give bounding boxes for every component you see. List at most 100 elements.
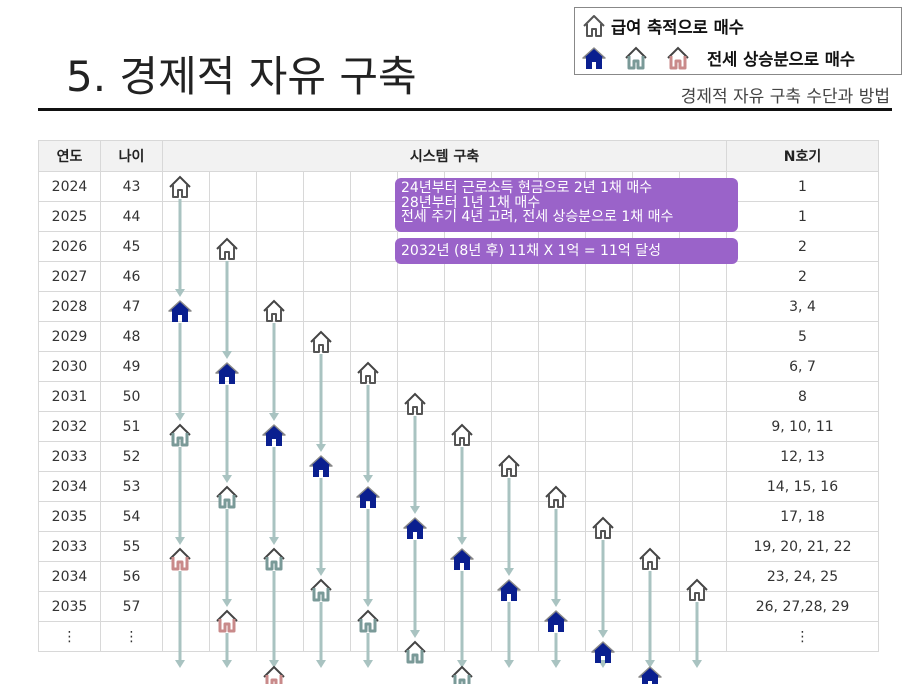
cell-system	[679, 471, 727, 502]
cell-system	[632, 351, 680, 382]
cell-system	[303, 321, 351, 352]
cell-age: ⋮	[100, 621, 163, 652]
cell-system	[444, 561, 492, 592]
table-row: 2029 48 5	[38, 321, 879, 352]
cell-system	[256, 471, 304, 502]
cell-system	[303, 351, 351, 382]
cell-system	[397, 351, 445, 382]
cell-system	[538, 441, 586, 472]
cell-system	[209, 441, 257, 472]
cell-year: 2027	[38, 261, 101, 292]
title-divider	[38, 108, 892, 111]
cell-system	[162, 321, 210, 352]
cell-system	[397, 531, 445, 562]
cell-system	[209, 201, 257, 232]
cell-system	[679, 441, 727, 472]
cell-system	[209, 351, 257, 382]
cell-system	[162, 411, 210, 442]
cell-system	[491, 351, 539, 382]
note-goal-summary: 2032년 (8년 후) 11채 X 1억 = 11억 달성	[395, 238, 738, 264]
cell-n: 2	[726, 231, 879, 262]
house-blue-icon	[582, 47, 606, 69]
cell-n: 26, 27,28, 29	[726, 591, 879, 622]
cell-system	[679, 531, 727, 562]
plan-table: 연도 나이 시스템 구축 N호기 2024 43 1 2025 44 1 2026 45 2 20…	[38, 140, 879, 652]
cell-system	[209, 381, 257, 412]
cell-n: 1	[726, 201, 879, 232]
timeline-arrowhead	[316, 660, 326, 668]
cell-system	[397, 321, 445, 352]
cell-system	[162, 441, 210, 472]
cell-system	[444, 321, 492, 352]
cell-system	[538, 351, 586, 382]
header-year: 연도	[38, 140, 101, 172]
legend-salary-label: 급여 축적으로 매수	[611, 18, 744, 37]
cell-n: ⋮	[726, 621, 879, 652]
cell-system	[209, 471, 257, 502]
cell-system	[444, 441, 492, 472]
cell-system	[444, 471, 492, 502]
cell-system	[444, 621, 492, 652]
cell-system	[538, 381, 586, 412]
cell-system	[209, 411, 257, 442]
cell-n: 9, 10, 11	[726, 411, 879, 442]
cell-system	[491, 531, 539, 562]
timeline-arrowhead	[363, 660, 373, 668]
cell-system	[538, 561, 586, 592]
cell-system	[209, 261, 257, 292]
cell-system	[444, 261, 492, 292]
cell-system	[209, 231, 257, 262]
cell-age: 46	[100, 261, 163, 292]
cell-system	[256, 441, 304, 472]
house-blue-icon	[638, 666, 662, 684]
cell-system	[397, 411, 445, 442]
cell-system	[679, 321, 727, 352]
cell-system	[162, 201, 210, 232]
cell-system	[538, 531, 586, 562]
cell-age: 55	[100, 531, 163, 562]
header-n: N호기	[726, 140, 879, 172]
cell-system	[256, 621, 304, 652]
cell-year: 2032	[38, 411, 101, 442]
cell-system	[585, 411, 633, 442]
cell-year: 2034	[38, 561, 101, 592]
cell-system	[397, 291, 445, 322]
cell-system	[397, 261, 445, 292]
cell-system	[632, 321, 680, 352]
cell-system	[350, 621, 398, 652]
cell-system	[585, 621, 633, 652]
cell-system	[303, 531, 351, 562]
cell-system	[679, 561, 727, 592]
cell-system	[162, 591, 210, 622]
cell-system	[585, 531, 633, 562]
cell-system	[162, 261, 210, 292]
cell-system	[303, 201, 351, 232]
cell-year: 2035	[38, 501, 101, 532]
cell-system	[585, 351, 633, 382]
cell-system	[538, 591, 586, 622]
cell-age: 45	[100, 231, 163, 262]
cell-system	[632, 621, 680, 652]
cell-system	[303, 411, 351, 442]
cell-system	[632, 471, 680, 502]
cell-system	[491, 321, 539, 352]
cell-system	[303, 591, 351, 622]
timeline-arrowhead	[645, 660, 655, 668]
cell-system	[679, 621, 727, 652]
cell-year: 2026	[38, 231, 101, 262]
legend-jeonse-label: 전세 상승분으로 매수	[707, 50, 856, 69]
cell-system	[538, 621, 586, 652]
page-title: 5. 경제적 자유 구축	[66, 52, 417, 101]
cell-system	[491, 621, 539, 652]
table-row: 2034 53 14, 15, 16	[38, 471, 879, 502]
header-age: 나이	[100, 140, 163, 172]
house-pink-icon	[263, 665, 285, 684]
cell-age: 48	[100, 321, 163, 352]
cell-system	[350, 441, 398, 472]
cell-year: 2024	[38, 171, 101, 202]
cell-system	[632, 501, 680, 532]
cell-system	[679, 291, 727, 322]
cell-system	[303, 171, 351, 202]
cell-n: 14, 15, 16	[726, 471, 879, 502]
cell-system	[256, 291, 304, 322]
